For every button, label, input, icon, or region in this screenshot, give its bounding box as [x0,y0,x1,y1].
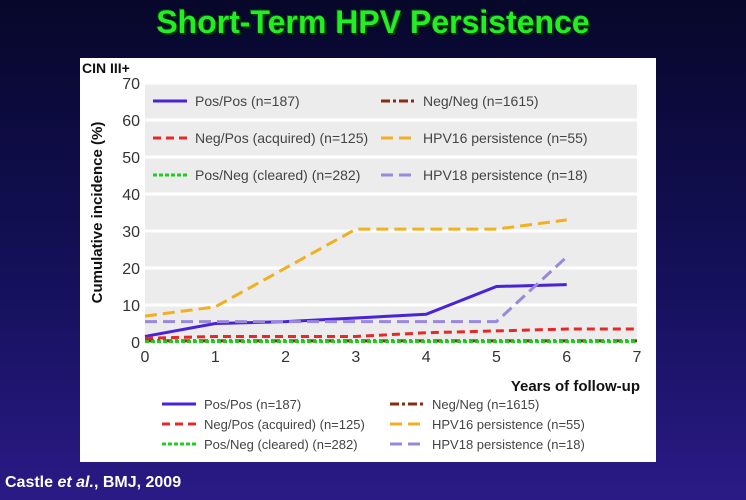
x-tick-label: 5 [492,349,501,366]
citation-rest: , BMJ, 2009 [93,474,182,491]
y-tick-label: 70 [122,76,140,93]
legend-top-label: HPV16 persistence (n=55) [423,130,588,146]
x-tick-label: 6 [562,349,571,366]
slide-title: Short-Term HPV Persistence [156,4,590,40]
x-tick-label: 1 [211,349,220,366]
legend-bottom-label: HPV18 persistence (n=18) [432,437,585,452]
plot-background [145,83,637,342]
chart-title: CIN III+ [82,60,130,76]
legend-top-label: Neg/Neg (n=1615) [423,93,539,109]
y-tick-label: 10 [122,298,140,315]
legend-top-label: HPV18 persistence (n=18) [423,167,588,183]
y-tick-label: 0 [131,335,140,352]
citation: Castle et al., BMJ, 2009 [5,474,181,492]
x-axis-label: Years of follow-up [511,378,640,395]
y-tick-label: 50 [122,150,140,167]
legend-top-label: Neg/Pos (acquired) (n=125) [195,130,368,146]
x-tick-label: 4 [422,349,431,366]
legend-bottom-label: HPV16 persistence (n=55) [432,417,585,432]
legend-bottom-label: Pos/Pos (n=187) [204,397,301,412]
legend-bottom-label: Neg/Neg (n=1615) [432,397,539,412]
chart: 0 10 20 30 40 50 60 70 0 1 2 3 4 5 6 7 CIN III+ Cumulativ… [82,60,642,452]
y-tick-label: 20 [122,261,140,278]
series-line-3 [144,218,567,318]
y-tick-label: 60 [122,113,140,130]
x-tick-label: 0 [141,349,150,366]
legend-bottom-label: Neg/Pos (acquired) (n=125) [204,417,365,432]
y-tick-label: 40 [122,187,140,204]
y-tick-label: 30 [122,224,140,241]
y-axis-label: Cumulative incidence (%) [89,122,106,304]
citation-author: Castle [5,474,58,491]
citation-etal: et al. [57,474,94,491]
legend-top-label: Pos/Pos (n=187) [195,93,300,109]
chart-panel: 0 10 20 30 40 50 60 70 0 1 2 3 4 5 6 7 CIN III+ Cumulativ… [80,58,656,462]
x-tick-label: 3 [351,349,360,366]
x-tick-label: 7 [633,349,642,366]
legend-top-label: Pos/Neg (cleared) (n=282) [195,167,360,183]
x-tick-label: 2 [281,349,290,366]
legend-bottom-label: Pos/Neg (cleared) (n=282) [204,437,358,452]
